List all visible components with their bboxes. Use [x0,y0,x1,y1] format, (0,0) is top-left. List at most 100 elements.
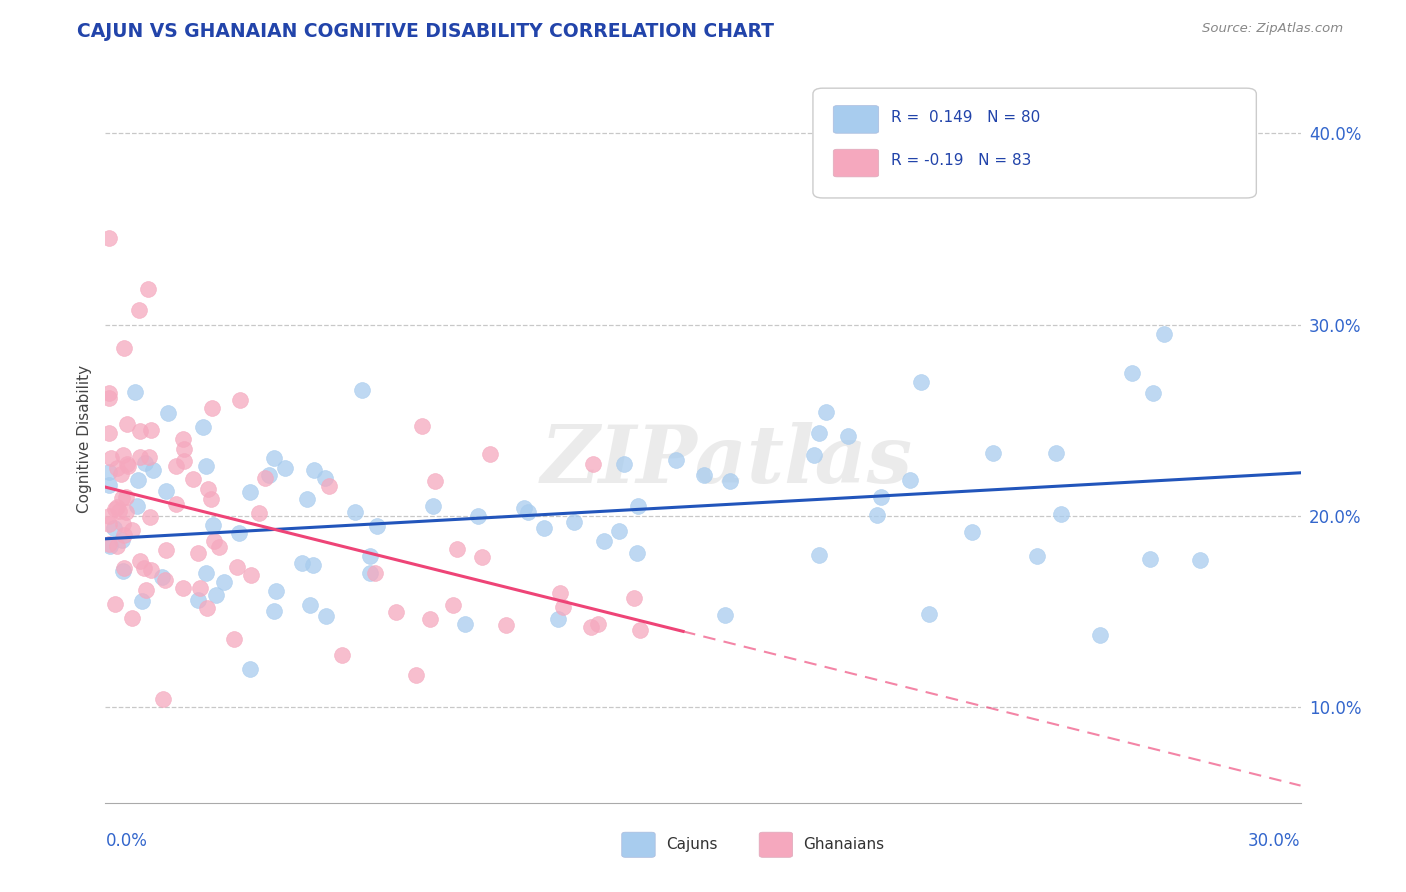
Point [112,565,135,579]
Point [201,401,224,415]
Point [513,501,536,516]
Point [607,524,630,538]
Point [98,537,121,551]
Point [479,447,502,461]
Point [103,521,125,535]
Point [866,508,889,522]
Point [222,632,245,646]
FancyBboxPatch shape [834,105,879,133]
Point [98,539,121,553]
Point [197,482,219,496]
Point [110,533,132,548]
Point [115,505,138,519]
Text: CAJUN VS GHANAIAN COGNITIVE DISABILITY CORRELATION CHART: CAJUN VS GHANAIAN COGNITIVE DISABILITY C… [77,22,775,41]
Point [807,426,830,441]
Point [446,542,468,557]
Point [295,491,318,506]
Point [202,517,225,532]
Point [155,542,177,557]
Point [918,607,941,621]
Point [1045,446,1067,460]
Point [441,598,464,612]
Point [239,484,262,499]
Point [110,491,132,506]
Point [547,612,569,626]
Point [837,428,859,442]
Point [593,533,616,548]
Point [1139,552,1161,566]
Point [115,417,138,431]
Text: 0.0%: 0.0% [105,832,148,850]
Point [152,692,174,706]
Point [299,598,322,612]
Point [150,570,173,584]
Point [155,483,177,498]
Point [193,420,215,434]
Point [173,442,195,457]
Point [239,567,262,582]
Point [422,499,444,513]
Point [173,454,195,468]
Point [98,231,121,245]
Point [419,612,441,626]
Point [562,515,585,529]
Point [138,282,160,296]
Point [187,546,209,560]
Point [803,448,825,462]
Point [226,559,249,574]
Point [411,418,433,433]
Point [138,450,160,465]
Point [623,591,645,605]
FancyBboxPatch shape [834,149,879,177]
Point [318,479,340,493]
Text: Source: ZipAtlas.com: Source: ZipAtlas.com [1202,22,1343,36]
Point [165,459,187,474]
Point [134,456,156,470]
Point [121,523,143,537]
Point [128,554,150,568]
Point [291,557,314,571]
Point [314,471,336,485]
Point [405,668,427,682]
Point [142,463,165,477]
Point [195,601,218,615]
Point [194,458,217,473]
Point [228,526,250,541]
Point [139,424,162,438]
Text: R =  0.149   N = 80: R = 0.149 N = 80 [890,110,1040,125]
Point [1121,366,1143,380]
Point [107,503,129,517]
Point [125,500,148,514]
Point [128,303,150,318]
Point [112,517,135,532]
Point [165,497,187,511]
Point [98,385,121,400]
FancyBboxPatch shape [759,832,793,857]
Point [533,520,555,534]
Point [359,566,381,580]
Point [713,607,735,622]
Point [423,475,446,489]
Point [302,463,325,477]
Point [627,499,650,513]
Point [139,509,162,524]
Point [330,648,353,662]
Point [1025,549,1047,563]
Point [127,473,149,487]
Point [263,604,285,618]
Point [613,457,636,471]
Point [910,375,932,389]
Point [1090,628,1112,642]
Point [254,471,277,485]
Point [110,467,132,482]
Point [104,502,127,516]
Point [263,450,285,465]
Point [105,460,128,475]
Point [870,490,893,504]
Point [586,617,609,632]
Point [467,509,489,524]
Y-axis label: Cognitive Disability: Cognitive Disability [76,365,91,514]
Point [664,453,686,467]
Point [188,581,211,595]
Point [195,566,218,580]
